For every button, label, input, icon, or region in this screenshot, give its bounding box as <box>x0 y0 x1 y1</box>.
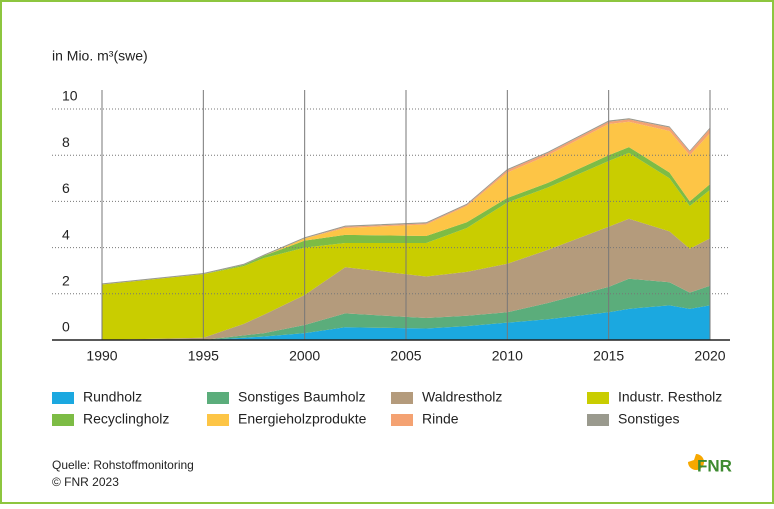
area <box>102 305 710 340</box>
legend-swatch <box>52 392 74 404</box>
x-tick-label: 2020 <box>694 348 725 364</box>
legend-label: Sonstiges <box>618 411 679 427</box>
y-axis-label: in Mio. m³(swe) <box>52 48 148 64</box>
logo-icon <box>688 454 704 470</box>
y-tick-label: 0 <box>62 319 70 335</box>
area <box>102 121 710 285</box>
y-tick-label: 4 <box>62 226 70 242</box>
legend-swatch <box>207 414 229 426</box>
x-tick-label: 1990 <box>86 348 117 364</box>
legend-swatch <box>207 392 229 404</box>
x-tick-label: 2015 <box>593 348 624 364</box>
legend-swatch <box>391 392 413 404</box>
legend-label: Recyclingholz <box>83 411 169 427</box>
legend-label: Waldrestholz <box>422 389 502 405</box>
grid: 0 2 4 6 8 10 1990 1995 2000 2005 2010 2015 2020 Rundh… <box>52 88 730 427</box>
legend-label: Sonstiges Baumholz <box>238 389 366 405</box>
source: Quelle: Rohstoffmonitoring <box>52 458 194 472</box>
legend-label: Rundholz <box>83 389 142 405</box>
x-tick-label: 2005 <box>390 348 421 364</box>
y-tick-label: 8 <box>62 134 70 150</box>
x-tick-label: 1995 <box>188 348 219 364</box>
legend-label: Rinde <box>422 411 459 427</box>
x-tick-label: 2010 <box>492 348 523 364</box>
y-tick-label: 2 <box>62 273 70 289</box>
area <box>102 147 710 285</box>
legend-swatch <box>52 414 74 426</box>
legend-label: Energieholzprodukte <box>238 411 367 427</box>
legend-swatch <box>587 392 609 404</box>
legend-swatch <box>391 414 413 426</box>
y-tick-label: 6 <box>62 180 70 196</box>
legend-label: Industr. Restholz <box>618 389 722 405</box>
logo: FNR <box>697 456 732 475</box>
legend-swatch <box>587 414 609 426</box>
y-tick-label: 10 <box>62 88 78 104</box>
x-tick-label: 2000 <box>289 348 320 364</box>
copyright: © FNR 2023 <box>52 475 119 489</box>
